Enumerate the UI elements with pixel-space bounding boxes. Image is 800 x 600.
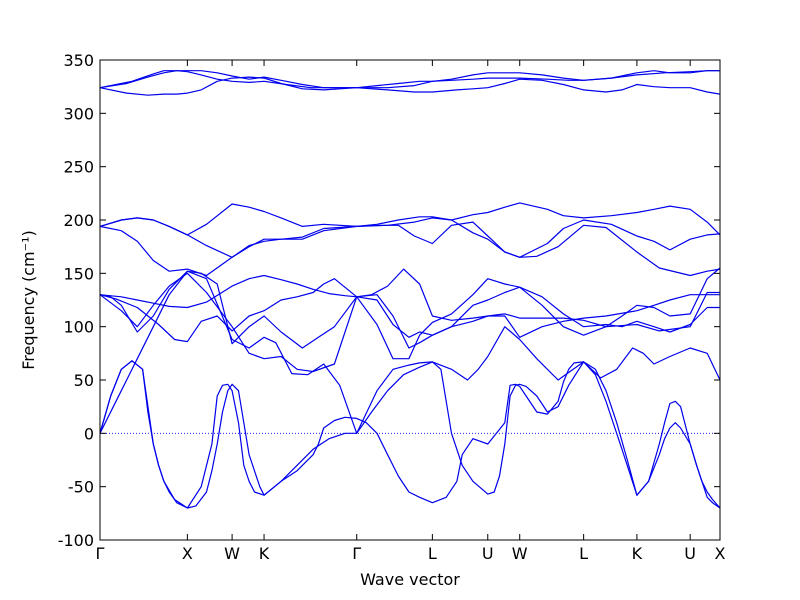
series-layer (99, 70, 721, 509)
band-line-2 (99, 70, 720, 89)
band-line-5 (99, 217, 721, 258)
band-line-12 (99, 360, 721, 509)
x-tick-label: K (632, 544, 643, 563)
band-line-7 (99, 268, 720, 332)
x-tick-label: Γ (352, 544, 361, 563)
x-tick-label: X (182, 544, 193, 563)
band-line-1 (99, 70, 720, 89)
y-axis-label: Frequency (cm⁻¹) (19, 230, 38, 369)
y-tick-label: 200 (63, 211, 94, 230)
x-tick-label: X (715, 544, 726, 563)
y-tick-label: 350 (63, 51, 94, 70)
band-line-9 (99, 270, 720, 349)
band-line-3 (99, 76, 721, 96)
x-tick-label: K (259, 544, 270, 563)
x-tick-label: Γ (96, 544, 105, 563)
y-tick-label: 250 (63, 158, 94, 177)
x-axis-label: Wave vector (360, 570, 460, 589)
y-tick-label: 100 (63, 318, 94, 337)
y-tick-label: 150 (63, 264, 94, 283)
y-tick-label: 0 (84, 424, 94, 443)
y-tick-label: -100 (58, 531, 94, 550)
y-tick-label: -50 (68, 478, 94, 497)
y-ticks: -100 -50 0 50 100 150 200 250 300 350 (58, 51, 720, 550)
x-tick-label: L (579, 544, 588, 563)
plot-frame (99, 59, 721, 541)
x-tick-label: U (482, 544, 494, 563)
band-line-10 (99, 267, 721, 373)
x-tick-label: L (428, 544, 437, 563)
x-tick-label: W (512, 544, 528, 563)
band-line-6 (99, 221, 721, 277)
x-tick-label: U (684, 544, 696, 563)
band-line-11 (99, 270, 721, 434)
band-line-13 (99, 360, 721, 509)
band-line-4 (99, 202, 721, 236)
band-line-8 (99, 278, 720, 349)
y-tick-label: 50 (74, 371, 94, 390)
x-tick-label: W (224, 544, 240, 563)
y-tick-label: 300 (63, 104, 94, 123)
